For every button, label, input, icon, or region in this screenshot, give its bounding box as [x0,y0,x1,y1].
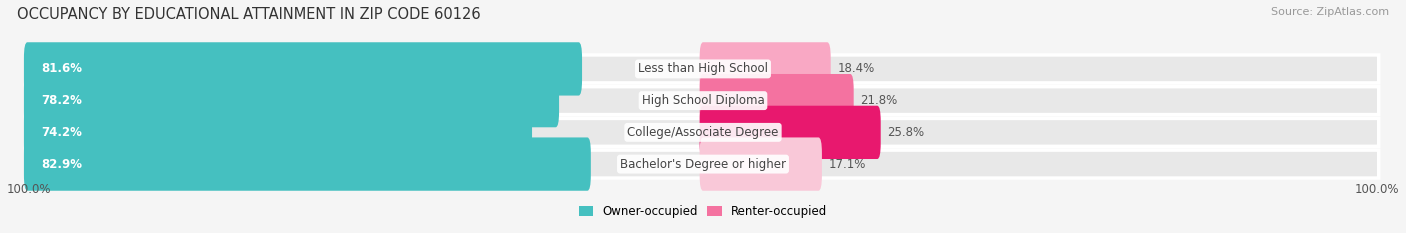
Text: High School Diploma: High School Diploma [641,94,765,107]
Text: 100.0%: 100.0% [7,183,52,196]
FancyBboxPatch shape [24,106,531,159]
FancyBboxPatch shape [27,55,1379,83]
FancyBboxPatch shape [700,137,823,191]
Text: 74.2%: 74.2% [41,126,82,139]
Text: OCCUPANCY BY EDUCATIONAL ATTAINMENT IN ZIP CODE 60126: OCCUPANCY BY EDUCATIONAL ATTAINMENT IN Z… [17,7,481,22]
Text: 21.8%: 21.8% [860,94,897,107]
Text: 17.1%: 17.1% [828,158,866,171]
Text: 25.8%: 25.8% [887,126,925,139]
FancyBboxPatch shape [24,42,582,96]
Text: 100.0%: 100.0% [1354,183,1399,196]
Text: 81.6%: 81.6% [41,62,82,75]
Text: College/Associate Degree: College/Associate Degree [627,126,779,139]
Text: Source: ZipAtlas.com: Source: ZipAtlas.com [1271,7,1389,17]
FancyBboxPatch shape [700,42,831,96]
FancyBboxPatch shape [27,87,1379,115]
Text: 18.4%: 18.4% [838,62,875,75]
Text: Bachelor's Degree or higher: Bachelor's Degree or higher [620,158,786,171]
FancyBboxPatch shape [24,74,560,127]
FancyBboxPatch shape [700,106,880,159]
Text: 82.9%: 82.9% [41,158,82,171]
Legend: Owner-occupied, Renter-occupied: Owner-occupied, Renter-occupied [579,205,827,218]
FancyBboxPatch shape [700,74,853,127]
FancyBboxPatch shape [24,137,591,191]
FancyBboxPatch shape [27,150,1379,178]
Text: Less than High School: Less than High School [638,62,768,75]
Text: 78.2%: 78.2% [41,94,82,107]
FancyBboxPatch shape [27,118,1379,146]
